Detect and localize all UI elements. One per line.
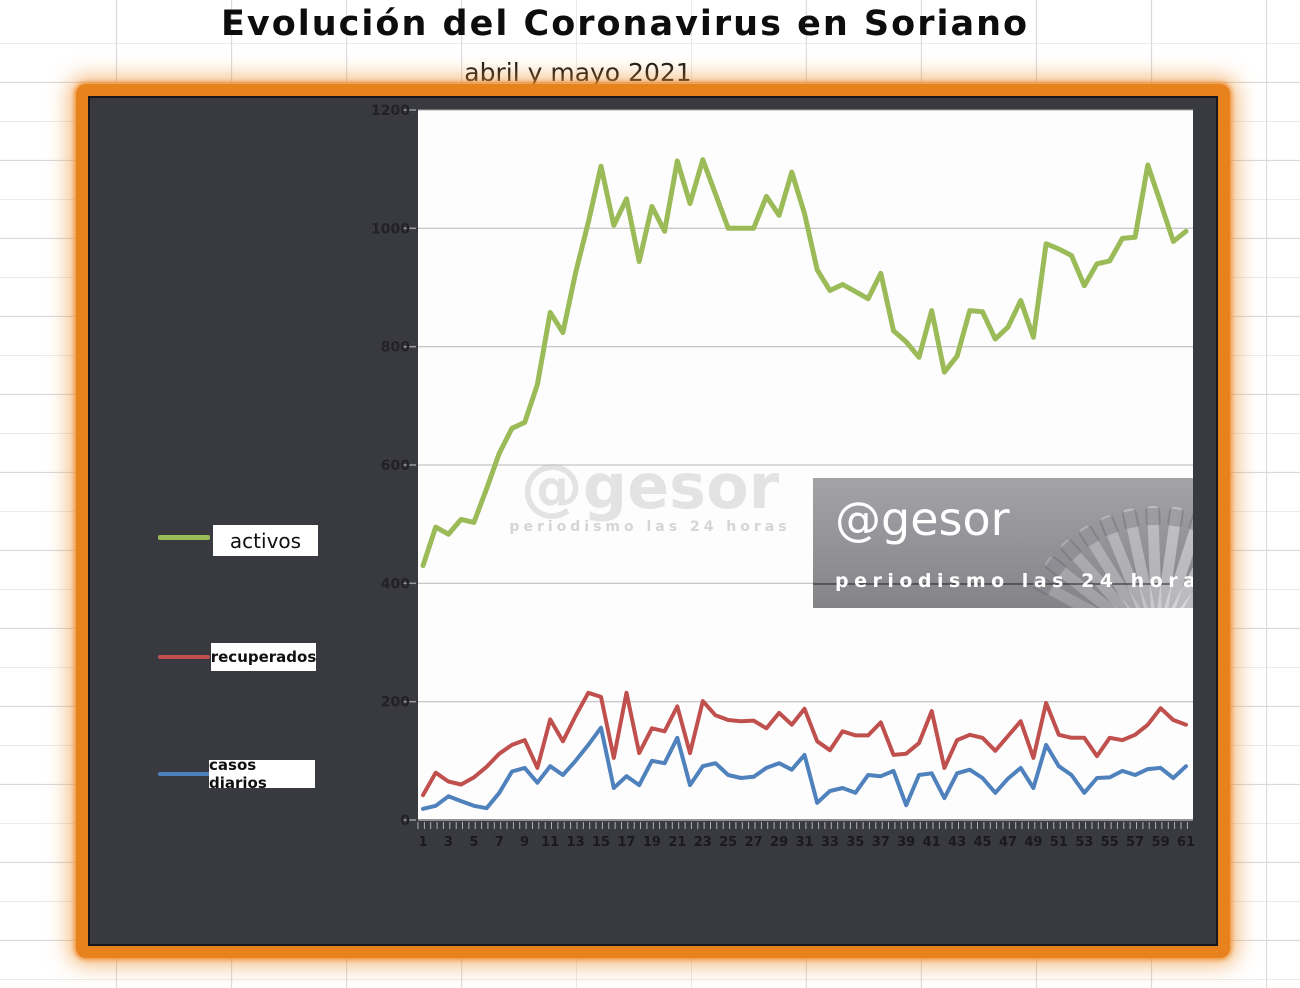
x-axis-tick-label: 35 bbox=[846, 835, 864, 850]
y-axis-tick-label: 800 bbox=[381, 340, 410, 356]
x-axis-tick-label: 5 bbox=[469, 835, 478, 850]
x-axis-tick-label: 25 bbox=[719, 835, 737, 850]
legend-label-recuperados-text: recuperados bbox=[210, 648, 317, 666]
x-axis-tick-label: 17 bbox=[617, 835, 635, 850]
x-axis-tick-label: 11 bbox=[541, 835, 559, 850]
legend-label-activos: activos bbox=[213, 525, 318, 556]
x-axis-tick-label: 15 bbox=[592, 835, 610, 850]
chart-title: Evolución del Coronavirus en Soriano bbox=[220, 4, 1030, 44]
chart-subtitle: abril y mayo 2021 bbox=[464, 58, 692, 87]
watermark-center-tagline: periodismo las 24 horas bbox=[509, 519, 791, 536]
x-axis-tick-label: 45 bbox=[973, 835, 991, 850]
typebar bbox=[1145, 506, 1162, 608]
legend-swatch-recuperados bbox=[158, 655, 210, 659]
x-axis-tick-label: 47 bbox=[999, 835, 1017, 850]
x-axis-tick-label: 53 bbox=[1075, 835, 1093, 850]
x-axis-tick-label: 3 bbox=[444, 835, 453, 850]
x-axis-tick-label: 43 bbox=[948, 835, 966, 850]
legend-label-activos-text: activos bbox=[229, 528, 302, 553]
x-axis-tick-label: 27 bbox=[745, 835, 763, 850]
x-axis-tick-label: 49 bbox=[1024, 835, 1042, 850]
x-axis-tick-label: 41 bbox=[923, 835, 941, 850]
x-axis-tick-label: 31 bbox=[795, 835, 813, 850]
x-axis-tick-label: 61 bbox=[1177, 835, 1195, 850]
legend-label-casos-diarios: casos diarios bbox=[209, 756, 315, 792]
legend-label-casos-diarios-text: casos diarios bbox=[209, 756, 267, 792]
x-axis-tick-label: 19 bbox=[643, 835, 661, 850]
typebar bbox=[1166, 520, 1193, 608]
y-axis-tick-label: 400 bbox=[381, 576, 410, 592]
x-axis-tick-label: 1 bbox=[418, 835, 427, 850]
y-axis-tick-label: 0 bbox=[400, 813, 410, 829]
typewriter-fan-image bbox=[1032, 506, 1193, 608]
typebar bbox=[1032, 575, 1135, 608]
x-axis-tick-label: 21 bbox=[668, 835, 686, 850]
x-axis-tick-label: 7 bbox=[495, 835, 504, 850]
typebar bbox=[1045, 556, 1138, 608]
typebar bbox=[1156, 506, 1184, 608]
legend-label-recuperados: recuperados bbox=[211, 643, 316, 671]
watermark-box: @gesor periodismo las 24 horas bbox=[813, 478, 1193, 608]
x-axis-tick-label: 33 bbox=[821, 835, 839, 850]
typebar bbox=[1161, 511, 1193, 608]
legend-swatch-activos bbox=[158, 535, 210, 540]
typebar bbox=[1099, 515, 1152, 608]
y-axis-tick-label: 200 bbox=[381, 695, 410, 711]
y-axis-tick-label: 1000 bbox=[371, 221, 410, 237]
x-axis-tick-label: 37 bbox=[872, 835, 890, 850]
x-axis-tick-label: 55 bbox=[1101, 835, 1119, 850]
chart-frame: @gesor periodismo las 24 horas 0 200 400 60… bbox=[76, 84, 1230, 958]
series-line-activos bbox=[420, 157, 1189, 569]
chart-panel: @gesor periodismo las 24 horas 0 200 400 60… bbox=[88, 96, 1218, 946]
watermark-box-logo: @gesor bbox=[835, 492, 1010, 546]
x-axis-tick-label: 9 bbox=[520, 835, 529, 850]
x-axis-tick-label: 39 bbox=[897, 835, 915, 850]
y-axis-tick-label: 1200 bbox=[371, 103, 410, 119]
y-axis-tick-label: 600 bbox=[381, 458, 410, 474]
watermark-strike-line bbox=[813, 583, 1171, 585]
x-axis-tick-label: 13 bbox=[567, 835, 585, 850]
series-line-recuperados bbox=[421, 690, 1188, 798]
x-axis-tick-label: 59 bbox=[1152, 835, 1170, 850]
x-axis-tick-label: 51 bbox=[1050, 835, 1068, 850]
x-axis-tick-label: 29 bbox=[770, 835, 788, 850]
legend-swatch-casos-diarios bbox=[158, 772, 210, 776]
x-axis-tick-label: 57 bbox=[1126, 835, 1144, 850]
typebar bbox=[1121, 508, 1157, 608]
series-line-casos-diarios bbox=[421, 725, 1188, 811]
x-axis-tick-label: 23 bbox=[694, 835, 712, 850]
typebar bbox=[1078, 525, 1147, 608]
typebar bbox=[1171, 533, 1193, 608]
watermark-box-tagline: periodismo las 24 horas bbox=[835, 570, 1193, 592]
